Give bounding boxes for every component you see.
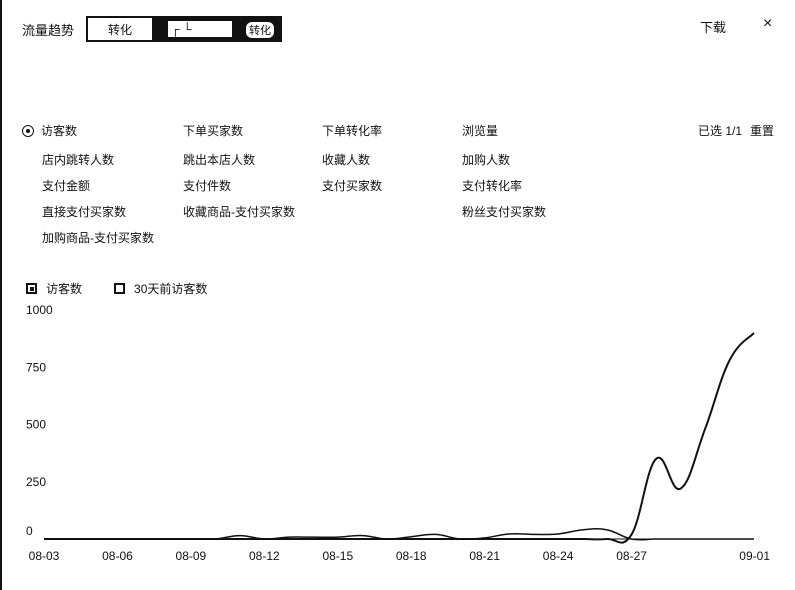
- series-line-visitors: [43, 332, 755, 544]
- y-tick-label: 1000: [26, 303, 53, 317]
- close-icon[interactable]: ×: [763, 15, 773, 32]
- legend-label: 30天前访客数: [134, 282, 208, 296]
- series-line-visitors-30d: [43, 528, 754, 541]
- metric-pay-amount[interactable]: 支付金额: [42, 179, 91, 193]
- x-tick-label: 08-03: [29, 549, 60, 563]
- legend-item-visitors-30d[interactable]: 30天前访客数: [114, 280, 207, 297]
- metric-pay-buyers[interactable]: 支付买家数: [322, 179, 383, 193]
- y-tick-label: 500: [26, 418, 46, 432]
- legend-swatch-outline-icon: [114, 283, 126, 294]
- tab-conversion-a[interactable]: 转化: [86, 16, 155, 42]
- x-tick-label: 08-09: [176, 549, 207, 563]
- legend-label: 访客数: [46, 282, 83, 296]
- x-tick-label: 08-27: [616, 549, 647, 563]
- y-tick-label: 750: [26, 360, 46, 374]
- x-tick-label: 08-21: [469, 549, 500, 563]
- x-tick-label: 08-15: [322, 549, 353, 563]
- tab-b-highlight: [168, 21, 233, 37]
- x-tick-label: 09-01: [739, 549, 770, 563]
- tab-conversion-b-label: 转化: [246, 22, 275, 38]
- metric-order-buyers[interactable]: 下单买家数: [183, 124, 244, 138]
- metric-favorites[interactable]: 收藏人数: [322, 153, 371, 167]
- page-title: 流量趋势: [22, 22, 75, 38]
- metric-add-cart[interactable]: 加购人数: [462, 153, 511, 167]
- tab-group: 转化 ┌ └ 转化: [86, 16, 283, 42]
- y-tick-label: 250: [26, 475, 46, 489]
- reset-button[interactable]: 重置: [750, 124, 775, 138]
- radio-selected-icon: [22, 125, 34, 137]
- metric-direct-pay-buyers[interactable]: 直接支付买家数: [42, 205, 127, 219]
- tab-conversion-a-label: 转化: [108, 22, 133, 37]
- metric-pageviews[interactable]: 浏览量: [462, 124, 499, 138]
- tab-b-bracket-icon: ┌ └: [171, 22, 192, 36]
- selected-count: 已选 1/1: [698, 124, 743, 138]
- header: 流量趋势 转化 ┌ └ 转化: [22, 14, 283, 44]
- metric-cart-pay-buyers[interactable]: 加购商品-支付买家数: [42, 231, 154, 245]
- tab-conversion-b[interactable]: ┌ └ 转化: [154, 16, 283, 42]
- metric-label: 访客数: [41, 124, 78, 138]
- chart-legend: 访客数 30天前访客数: [26, 280, 239, 297]
- download-button[interactable]: 下载: [700, 20, 727, 35]
- x-tick-label: 08-18: [396, 549, 427, 563]
- x-tick-label: 08-06: [102, 549, 133, 563]
- y-tick-label: 0: [26, 524, 33, 538]
- legend-swatch-filled-icon: [26, 283, 37, 294]
- metric-pay-conversion[interactable]: 支付转化率: [462, 179, 523, 193]
- metric-pay-items[interactable]: 支付件数: [183, 179, 232, 193]
- x-tick-label: 08-12: [249, 549, 280, 563]
- metric-bounce[interactable]: 跳出本店人数: [183, 153, 256, 167]
- metric-visitors[interactable]: 访客数: [22, 122, 77, 139]
- metric-order-conversion[interactable]: 下单转化率: [322, 124, 383, 138]
- metric-fan-pay-buyers[interactable]: 粉丝支付买家数: [462, 205, 547, 219]
- metric-store-jump[interactable]: 店内跳转人数: [42, 153, 115, 167]
- x-tick-label: 08-24: [543, 549, 574, 563]
- legend-item-visitors[interactable]: 访客数: [26, 280, 82, 297]
- metric-fav-pay-buyers[interactable]: 收藏商品-支付买家数: [183, 205, 295, 219]
